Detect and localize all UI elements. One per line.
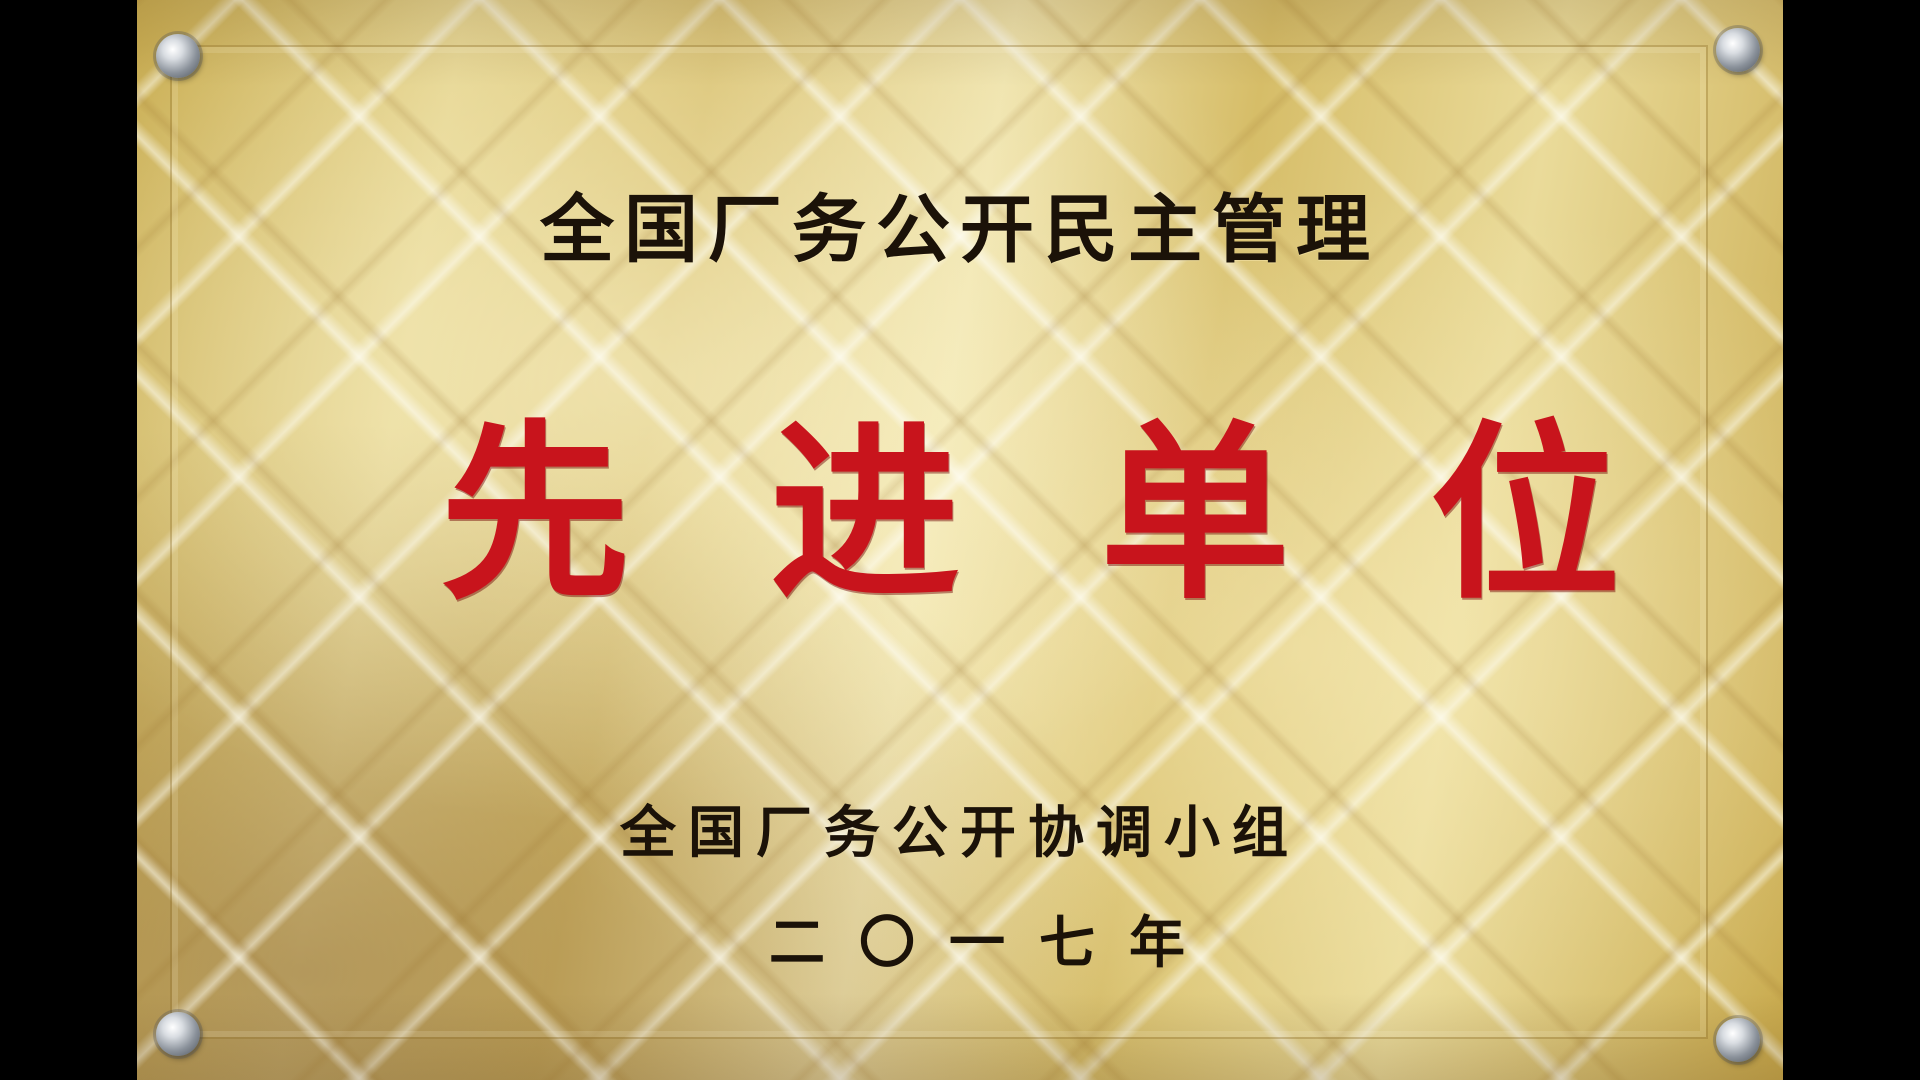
plaque-headline: 先进单位 [439, 402, 1760, 625]
gold-plaque [137, 0, 1783, 1080]
plaque-year: 二〇一七年 [769, 911, 1219, 976]
plaque-title: 全国厂务公开民主管理 [540, 187, 1380, 273]
plaque-issuer: 全国厂务公开协调小组 [620, 801, 1300, 866]
screw-top-right [1716, 28, 1760, 72]
screw-bottom-left [156, 1012, 200, 1056]
screw-bottom-right [1716, 1018, 1760, 1062]
screw-top-left [156, 34, 200, 78]
